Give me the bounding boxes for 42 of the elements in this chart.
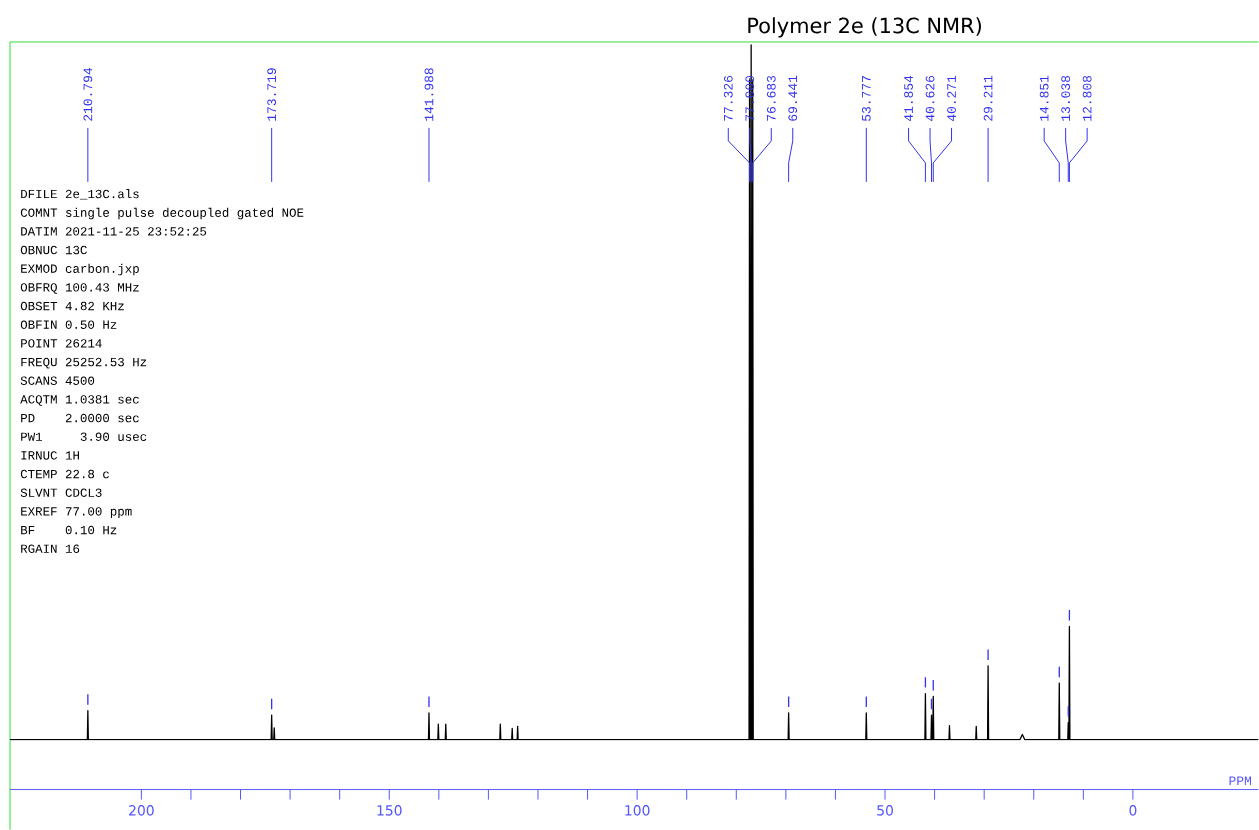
annotation: PW1 3.90 usec <box>21 432 147 441</box>
annotation: 141.988 <box>424 68 434 121</box>
annotation: 29.211 <box>983 75 993 121</box>
annotation: DATIM 2021-11-25 23:52:25 <box>21 227 207 236</box>
annotation: 14.851 <box>1039 75 1049 121</box>
annotation: BF 0.10 Hz <box>21 525 117 535</box>
x-axis-title: PPM <box>1229 776 1251 786</box>
annotation: SCANS 4500 <box>20 376 95 385</box>
annotation: 77.326 <box>723 75 733 121</box>
x-tick-label: 0 <box>1129 805 1137 816</box>
annotation: OBFRQ 100.43 MHz <box>20 283 139 294</box>
annotation: CTEMP 22.8 c <box>20 469 109 479</box>
annotation: 210.794 <box>83 67 93 121</box>
annotation: OBNUC 13C <box>20 245 87 255</box>
annotation: 40.271 <box>947 75 956 122</box>
annotation: 53.777 <box>861 76 871 121</box>
annotation: 173.719 <box>267 68 277 121</box>
annotation: OBSET 4.82 KHz <box>20 301 124 311</box>
annotation: SLVNT CDCL3 <box>20 488 102 497</box>
x-tick-label: 100 <box>625 805 650 816</box>
annotation: DFILE 2e_13C.als <box>21 189 139 200</box>
annotation: ACQTM 1.0381 sec <box>20 395 139 406</box>
annotation: EXREF 77.00 ppm <box>21 507 132 519</box>
annotation: COMNT single pulse decoupled gated NOE <box>20 207 304 220</box>
chart-title: Polymer 2e (13C NMR) <box>748 17 981 38</box>
annotation: IRNUC 1H <box>21 451 79 460</box>
annotation: 40.626 <box>925 75 935 122</box>
annotation: EXMOD carbon.jxp <box>21 263 139 276</box>
annotation: 69.441 <box>788 75 798 121</box>
annotation: FREQU 25252.53 Hz <box>21 357 147 369</box>
annotation: POINT 26214 <box>21 339 102 348</box>
x-tick-label: 200 <box>129 805 154 816</box>
x-tick-label: 150 <box>377 805 402 816</box>
annotation: 77.000 <box>745 75 755 121</box>
x-tick-label: 50 <box>877 805 893 816</box>
annotation: 41.854 <box>904 75 913 122</box>
annotation: RGAIN 16 <box>21 544 80 553</box>
annotation: PD 2.0000 sec <box>21 413 139 423</box>
annotation: 12.808 <box>1082 75 1092 121</box>
annotation: 13.038 <box>1061 75 1071 121</box>
annotation: OBFIN 0.50 Hz <box>20 320 117 329</box>
annotation: 76.683 <box>766 75 776 121</box>
